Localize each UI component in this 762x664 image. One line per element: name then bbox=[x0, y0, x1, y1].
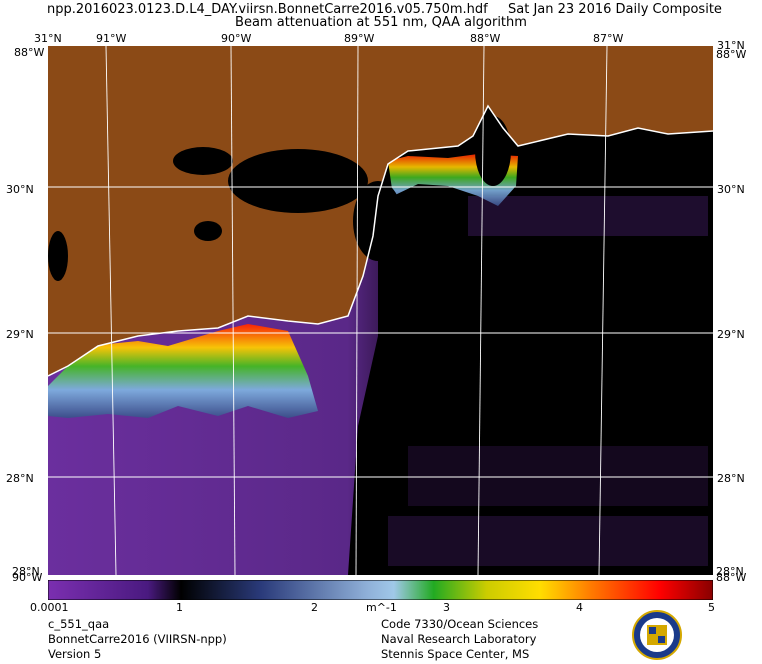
product-subtitle: Beam attenuation at 551 nm, QAA algorith… bbox=[235, 15, 527, 30]
colorbar-tick-4: 4 bbox=[576, 601, 583, 614]
lake-small bbox=[194, 221, 222, 241]
corner-lon-label-bl: 90°W bbox=[12, 571, 43, 584]
dark-water-east bbox=[348, 106, 713, 575]
corner-lon-label-br: 88°W bbox=[716, 571, 747, 584]
corner-lat-label-tl: 31°N bbox=[34, 32, 62, 45]
attenuation-map bbox=[48, 46, 713, 575]
land-mass bbox=[48, 46, 713, 376]
corner-lon-label-tr: 88°W bbox=[716, 48, 747, 61]
corner-lon-label-tl: 88°W bbox=[14, 46, 45, 59]
colorbar-tick-5: 5 bbox=[708, 601, 715, 614]
lon-label-91w: 91°W bbox=[96, 32, 127, 45]
footer-org-location: Stennis Space Center, MS bbox=[381, 647, 530, 661]
corner-lat-label-br: 28°N bbox=[716, 565, 744, 578]
coastline bbox=[48, 104, 713, 377]
footer-org-name: Naval Research Laboratory bbox=[381, 632, 537, 646]
footer-product-code: c_551_qaa bbox=[48, 617, 110, 631]
lat-label-29n-right: 29°N bbox=[717, 328, 745, 341]
nrl-seal-icon bbox=[632, 610, 682, 660]
lon-label-89w: 89°W bbox=[344, 32, 375, 45]
mobile-bay bbox=[475, 116, 511, 186]
colorbar-tick-1: 1 bbox=[176, 601, 183, 614]
image-title: npp.2016023.0123.D.L4_DAY.viirsn.BonnetC… bbox=[47, 2, 488, 17]
lat-label-29n-left: 29°N bbox=[6, 328, 34, 341]
colorbar-tick-2: 2 bbox=[311, 601, 318, 614]
east-speckle bbox=[388, 196, 708, 566]
lat-label-30n-left: 30°N bbox=[6, 183, 34, 196]
footer-org-code: Code 7330/Ocean Sciences bbox=[381, 617, 539, 631]
lat-label-28n-left: 28°N bbox=[6, 472, 34, 485]
louisiana-plume bbox=[48, 324, 318, 418]
lat-label-28n-right: 28°N bbox=[717, 472, 745, 485]
lon-label-90w: 90°W bbox=[221, 32, 252, 45]
lon-label-88w: 88°W bbox=[470, 32, 501, 45]
footer-dataset: BonnetCarre2016 (VIIRSN-npp) bbox=[48, 632, 227, 646]
lake-borgne bbox=[353, 181, 403, 261]
image-date: Sat Jan 23 2016 Daily Composite bbox=[508, 2, 722, 17]
lake-maurepas bbox=[173, 147, 233, 175]
colorbar bbox=[48, 580, 713, 600]
graticule bbox=[48, 46, 713, 575]
lon-label-87w: 87°W bbox=[593, 32, 624, 45]
corner-lat-label-bl: 28°N bbox=[12, 565, 40, 578]
lat-label-30n-right: 30°N bbox=[717, 183, 745, 196]
footer-version: Version 5 bbox=[48, 647, 102, 661]
colorbar-tick-3: 3 bbox=[443, 601, 450, 614]
colorbar-unit: m^-1 bbox=[366, 601, 397, 614]
corner-lat-label-tr: 31°N bbox=[717, 39, 745, 52]
colorbar-tick-0: 0.0001 bbox=[30, 601, 69, 614]
lake-pontchartrain bbox=[228, 149, 368, 213]
lake-west bbox=[48, 231, 68, 281]
